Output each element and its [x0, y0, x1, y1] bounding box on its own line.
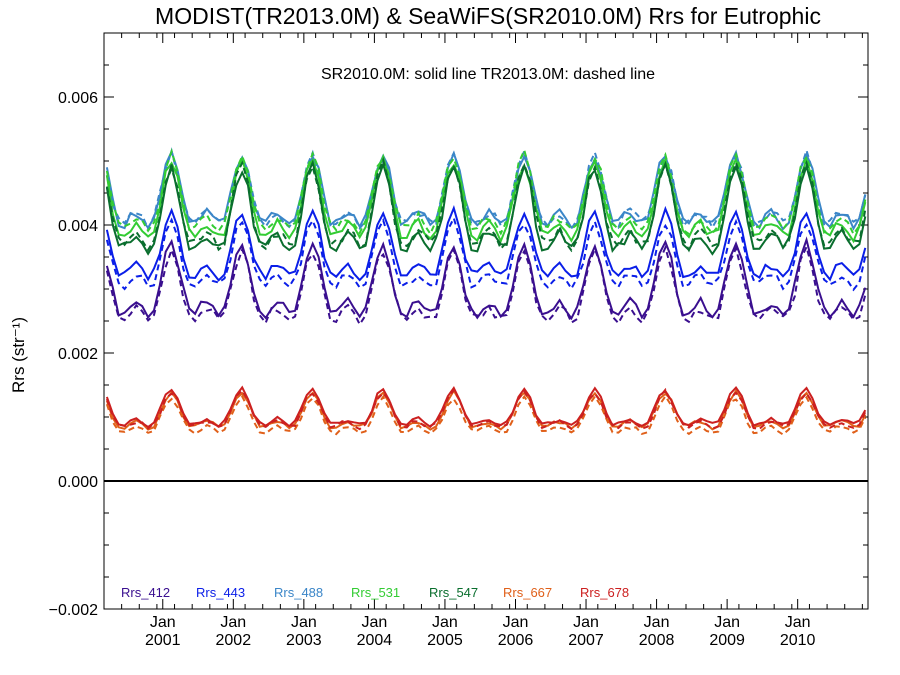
series-line-rrs-412-solid [105, 236, 867, 321]
y-tick-label: 0.002 [58, 346, 98, 363]
series-line-rrs-667-dashed [105, 394, 867, 436]
series-line-rrs-667-solid [105, 388, 867, 431]
y-tick-label: 0.004 [58, 218, 98, 235]
series-line-rrs-443-dashed [105, 215, 867, 292]
x-tick-label-month: Jan [291, 614, 317, 631]
x-tick-label-year: 2005 [427, 632, 463, 649]
series-group [105, 146, 867, 436]
legend-entry-rrs-412: Rrs_412 [121, 585, 170, 600]
y-tick-label: 0.006 [58, 90, 98, 107]
series-line-rrs-412-dashed [105, 244, 867, 327]
legend-entry-rrs-547: Rrs_547 [429, 585, 478, 600]
series-line-rrs-547-dashed [105, 156, 867, 253]
y-axis-label: Rrs (str⁻¹) [9, 317, 28, 393]
x-tick-label-year: 2002 [216, 632, 252, 649]
series-line-rrs-678-dashed [105, 387, 867, 431]
y-tick-label: 0.000 [58, 474, 98, 491]
x-tick-label-month: Jan [644, 614, 670, 631]
series-line-rrs-547-solid [105, 159, 867, 256]
x-tick-label-month: Jan [150, 614, 176, 631]
x-tick-label-year: 2006 [498, 632, 534, 649]
x-tick-label-month: Jan [503, 614, 529, 631]
x-tick-label-month: Jan [785, 614, 811, 631]
line-style-annotation: SR2010.0M: solid line TR2013.0M: dashed … [321, 66, 655, 83]
legend-entry-rrs-531: Rrs_531 [351, 585, 400, 600]
plot-area: −0.0020.0000.0020.0040.006Jan2001Jan2002… [49, 32, 869, 649]
x-tick-label-year: 2003 [286, 632, 322, 649]
x-tick-label-month: Jan [220, 614, 246, 631]
x-tick-label-month: Jan [714, 614, 740, 631]
legend-entry-rrs-667: Rrs_667 [503, 585, 552, 600]
x-tick-label-year: 2009 [709, 632, 745, 649]
x-tick-label-month: Jan [432, 614, 458, 631]
x-tick-label-month: Jan [361, 614, 387, 631]
x-tick-label-year: 2010 [780, 632, 816, 649]
x-tick-label-year: 2001 [145, 632, 181, 649]
y-tick-label: −0.002 [49, 602, 98, 619]
series-line-rrs-531-dashed [105, 147, 867, 236]
chart-title: MODIST(TR2013.0M) & SeaWiFS(SR2010.0M) R… [155, 3, 821, 29]
series-line-rrs-443-solid [105, 204, 867, 282]
legend-entry-rrs-443: Rrs_443 [196, 585, 245, 600]
x-tick-label-month: Jan [573, 614, 599, 631]
x-tick-label-year: 2008 [639, 632, 675, 649]
legend-entry-rrs-488: Rrs_488 [274, 585, 323, 600]
legend-entry-rrs-678: Rrs_678 [580, 585, 629, 600]
x-tick-label-year: 2004 [357, 632, 393, 649]
plot-frame [103, 32, 869, 610]
x-tick-label-year: 2007 [568, 632, 604, 649]
